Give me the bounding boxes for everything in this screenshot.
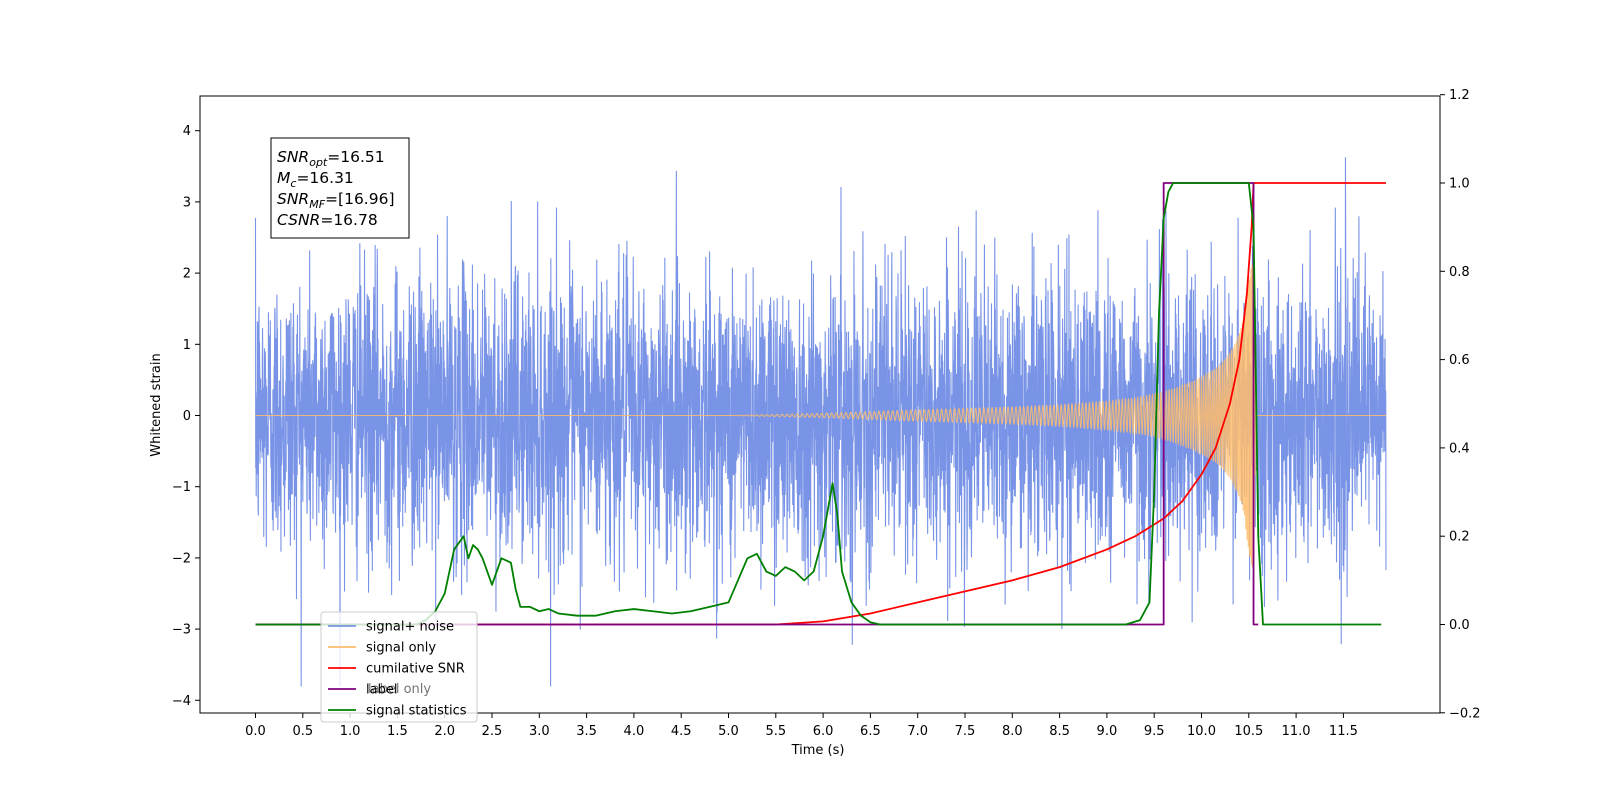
legend-label: label	[366, 683, 397, 698]
y-axis-ticks: −4 −3 −2 −1 0 1 2 3 4	[172, 124, 200, 709]
y-tick-label: −3	[172, 623, 191, 638]
y2-tick-label: 0.0	[1449, 618, 1470, 633]
x-tick-label: 6.0	[813, 724, 834, 739]
y-tick-label: 3	[183, 195, 191, 210]
legend-label: signal only	[366, 641, 436, 656]
legend-item-label: label	[328, 683, 397, 698]
legend-item-signal-noise: signal+ noise	[328, 620, 454, 635]
signal-only-line	[255, 264, 1386, 569]
statistics-line: SNRMF=[16.96]	[277, 190, 395, 211]
plot-area	[254, 157, 1387, 687]
legend-item-signal-statistics: signal statistics	[328, 704, 467, 719]
x-tick-label: 11.5	[1329, 724, 1358, 739]
legend-label: signal+ noise	[366, 620, 454, 635]
axes: 0.0 0.5 1.0 1.5 2.0 2.5 3.0 3.5 4.0 4.5 5.0 5.5 6.0 6…	[149, 88, 1481, 758]
y2-tick-label: 0.4	[1449, 441, 1470, 456]
y2-tick-label: 0.2	[1449, 530, 1470, 545]
x-tick-label: 10.0	[1187, 724, 1216, 739]
y2-axis-ticks: −0.2 0.0 0.2 0.4 0.6 0.8 1.0 1.2	[1440, 88, 1481, 721]
y2-tick-label: 0.8	[1449, 265, 1470, 280]
x-tick-label: 8.5	[1049, 724, 1070, 739]
legend-label: cumilative SNR	[366, 662, 465, 677]
x-tick-label: 5.0	[718, 724, 739, 739]
x-tick-label: 2.0	[434, 724, 455, 739]
y2-tick-label: −0.2	[1449, 706, 1481, 721]
x-tick-label: 10.5	[1234, 724, 1263, 739]
y2-tick-label: 0.6	[1449, 353, 1470, 368]
x-tick-label: 7.0	[907, 724, 928, 739]
x-tick-label: 11.0	[1282, 724, 1311, 739]
statistics-line: Mc=16.31	[277, 169, 354, 190]
x-tick-label: 3.0	[529, 724, 550, 739]
y2-tick-label: 1.2	[1449, 88, 1470, 103]
x-tick-label: 3.5	[576, 724, 597, 739]
x-axis-label: Time (s)	[791, 743, 845, 758]
legend-item-signal-only: signal only	[328, 641, 436, 656]
legend-frame	[320, 611, 478, 723]
x-tick-label: 9.0	[1097, 724, 1118, 739]
y2-tick-label: 1.0	[1449, 177, 1470, 192]
x-tick-label: 6.5	[860, 724, 881, 739]
x-tick-label: 0.5	[292, 724, 313, 739]
y-tick-label: 4	[183, 124, 191, 139]
signal-statistics-line	[255, 182, 1382, 626]
x-tick-label: 2.5	[482, 724, 503, 739]
x-tick-label: 8.0	[1002, 724, 1023, 739]
legend: label only signal+ noise signal only cumil…	[320, 611, 478, 723]
y-tick-label: −4	[172, 694, 191, 709]
x-tick-label: 4.5	[671, 724, 692, 739]
legend-item-cumilative-snr: cumilative SNR	[328, 662, 465, 677]
y-tick-label: 0	[183, 409, 191, 424]
y-tick-label: −1	[172, 480, 191, 495]
x-tick-label: 9.5	[1144, 724, 1165, 739]
statistics-line: SNRopt=16.51	[277, 148, 385, 169]
axes-frame	[199, 95, 1441, 714]
y-tick-label: 2	[183, 267, 191, 282]
series-signal-only	[255, 264, 1386, 569]
legend-hidden-label: label only	[368, 682, 431, 697]
x-tick-label: 0.0	[245, 724, 266, 739]
legend-label: signal statistics	[366, 704, 467, 719]
cumilative-snr-line	[255, 182, 1386, 626]
y-axis-label: Whitened strain	[149, 353, 164, 456]
x-axis-ticks: 0.0 0.5 1.0 1.5 2.0 2.5 3.0 3.5 4.0 4.5 5.0 5.5 6.0 6…	[245, 713, 1358, 739]
x-tick-label: 4.0	[624, 724, 645, 739]
y-tick-label: 1	[183, 338, 191, 353]
x-tick-label: 1.5	[387, 724, 408, 739]
statistics-line: CSNR=16.78	[277, 211, 378, 229]
x-tick-label: 7.5	[955, 724, 976, 739]
x-tick-label: 5.5	[765, 724, 786, 739]
y-tick-label: −2	[172, 551, 191, 566]
x-tick-label: 1.0	[340, 724, 361, 739]
series-lines	[255, 182, 1386, 626]
statistics-box-frame	[270, 137, 410, 239]
statistics-box: SNRopt=16.51Mc=16.31SNRMF=[16.96]CSNR=16…	[270, 137, 410, 239]
